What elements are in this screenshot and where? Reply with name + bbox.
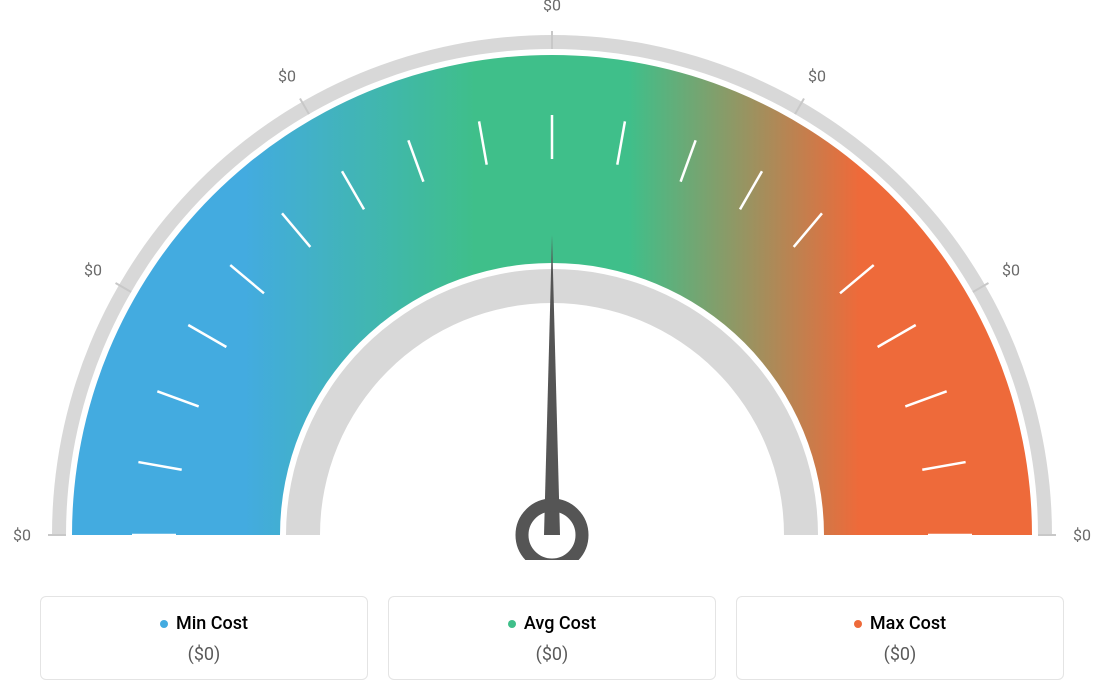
legend-title-max: Max Cost [854,613,946,634]
legend-value-max: ($0) [747,644,1053,665]
legend-value-avg: ($0) [399,644,705,665]
legend-card-avg: Avg Cost ($0) [388,596,716,681]
legend-card-min: Min Cost ($0) [40,596,368,681]
scale-label: $0 [808,67,826,86]
scale-label: $0 [1002,261,1020,280]
scale-label: $0 [543,0,561,15]
dot-icon [854,620,862,628]
scale-label: $0 [278,67,296,86]
dot-icon [160,620,168,628]
gauge-svg [0,0,1104,560]
dot-icon [508,620,516,628]
scale-label: $0 [84,261,102,280]
scale-label: $0 [1073,526,1091,545]
legend-label: Min Cost [176,613,248,634]
legend-card-max: Max Cost ($0) [736,596,1064,681]
legend-value-min: ($0) [51,644,357,665]
legend-title-avg: Avg Cost [508,613,596,634]
legend-row: Min Cost ($0) Avg Cost ($0) Max Cost ($0… [40,596,1064,681]
gauge-chart: $0 $0 $0 $0 $0 $0 $0 [0,0,1104,560]
legend-label: Avg Cost [524,613,596,634]
legend-title-min: Min Cost [160,613,248,634]
legend-label: Max Cost [870,613,946,634]
scale-label: $0 [13,526,31,545]
